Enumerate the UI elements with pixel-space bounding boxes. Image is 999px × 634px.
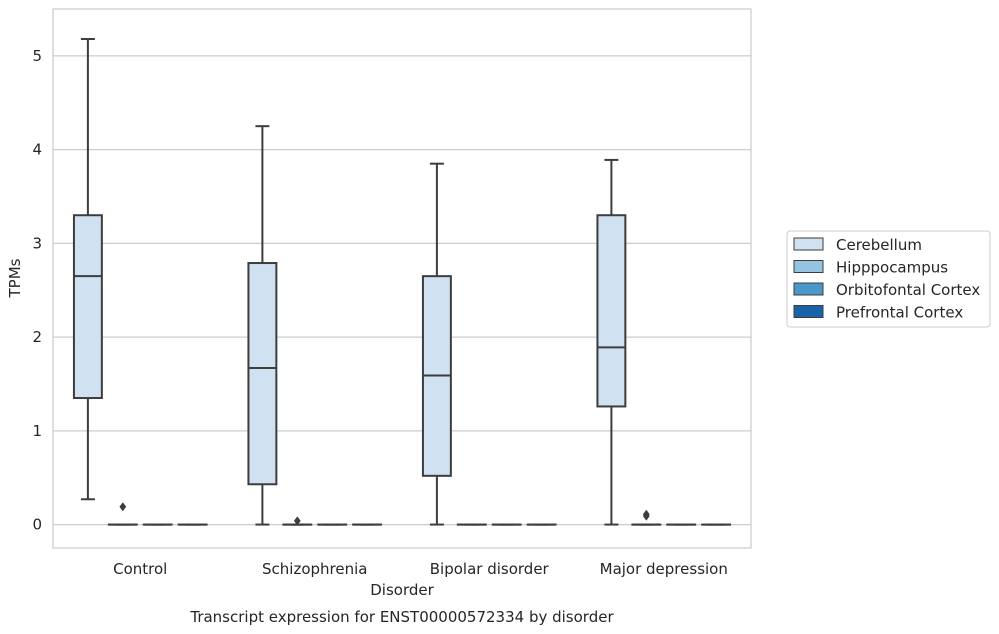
legend-label: Prefrontal Cortex [836,304,963,322]
y-tick-labels: 0 1 2 3 4 5 [32,47,42,534]
x-axis-label: Disorder [370,581,434,599]
box-cerebellum [421,162,452,526]
box-body [596,214,627,408]
chart-caption: Transcript expression for ENST0000057233… [189,608,614,626]
box-cerebellum [247,125,278,526]
box-body [247,262,278,486]
y-tick-label: 1 [32,422,42,440]
legend: Cerebellum Hipppocampus Orbitofontal Corte… [786,230,991,328]
y-tick-label: 4 [32,141,42,159]
legend-swatch [793,260,824,273]
outlier-point [119,502,127,512]
legend-frame [786,230,991,328]
box-body [72,214,103,400]
outlier-point [293,516,301,526]
boxes [72,37,732,526]
y-tick-label: 3 [32,234,42,252]
box-hipppocampus [282,516,313,526]
x-tick-label: Control [113,560,167,578]
legend-swatch [793,305,824,318]
box-cerebellum [596,158,627,526]
y-tick-label: 5 [32,47,42,65]
box-cerebellum [72,37,103,501]
legend-label: Hipppocampus [836,259,948,277]
y-tick-label: 0 [32,516,42,534]
box-hipppocampus [107,502,138,526]
legend-label: Orbitofontal Cortex [836,281,980,299]
legend-label: Cerebellum [836,236,922,254]
outlier-point [642,509,650,519]
legend-swatch [793,282,824,296]
plot-frame [52,8,752,549]
grid-lines [53,55,751,526]
legend-swatch [793,237,824,251]
x-tick-label: Major depression [600,560,728,578]
x-tick-labels: Control Schizophrenia Bipolar disorder Majo… [113,560,728,578]
x-tick-label: Bipolar disorder [430,560,550,578]
box-hipppocampus [631,509,662,526]
y-axis-label: TPMs [6,258,24,298]
y-tick-label: 2 [32,328,42,346]
x-tick-label: Schizophrenia [262,560,367,578]
